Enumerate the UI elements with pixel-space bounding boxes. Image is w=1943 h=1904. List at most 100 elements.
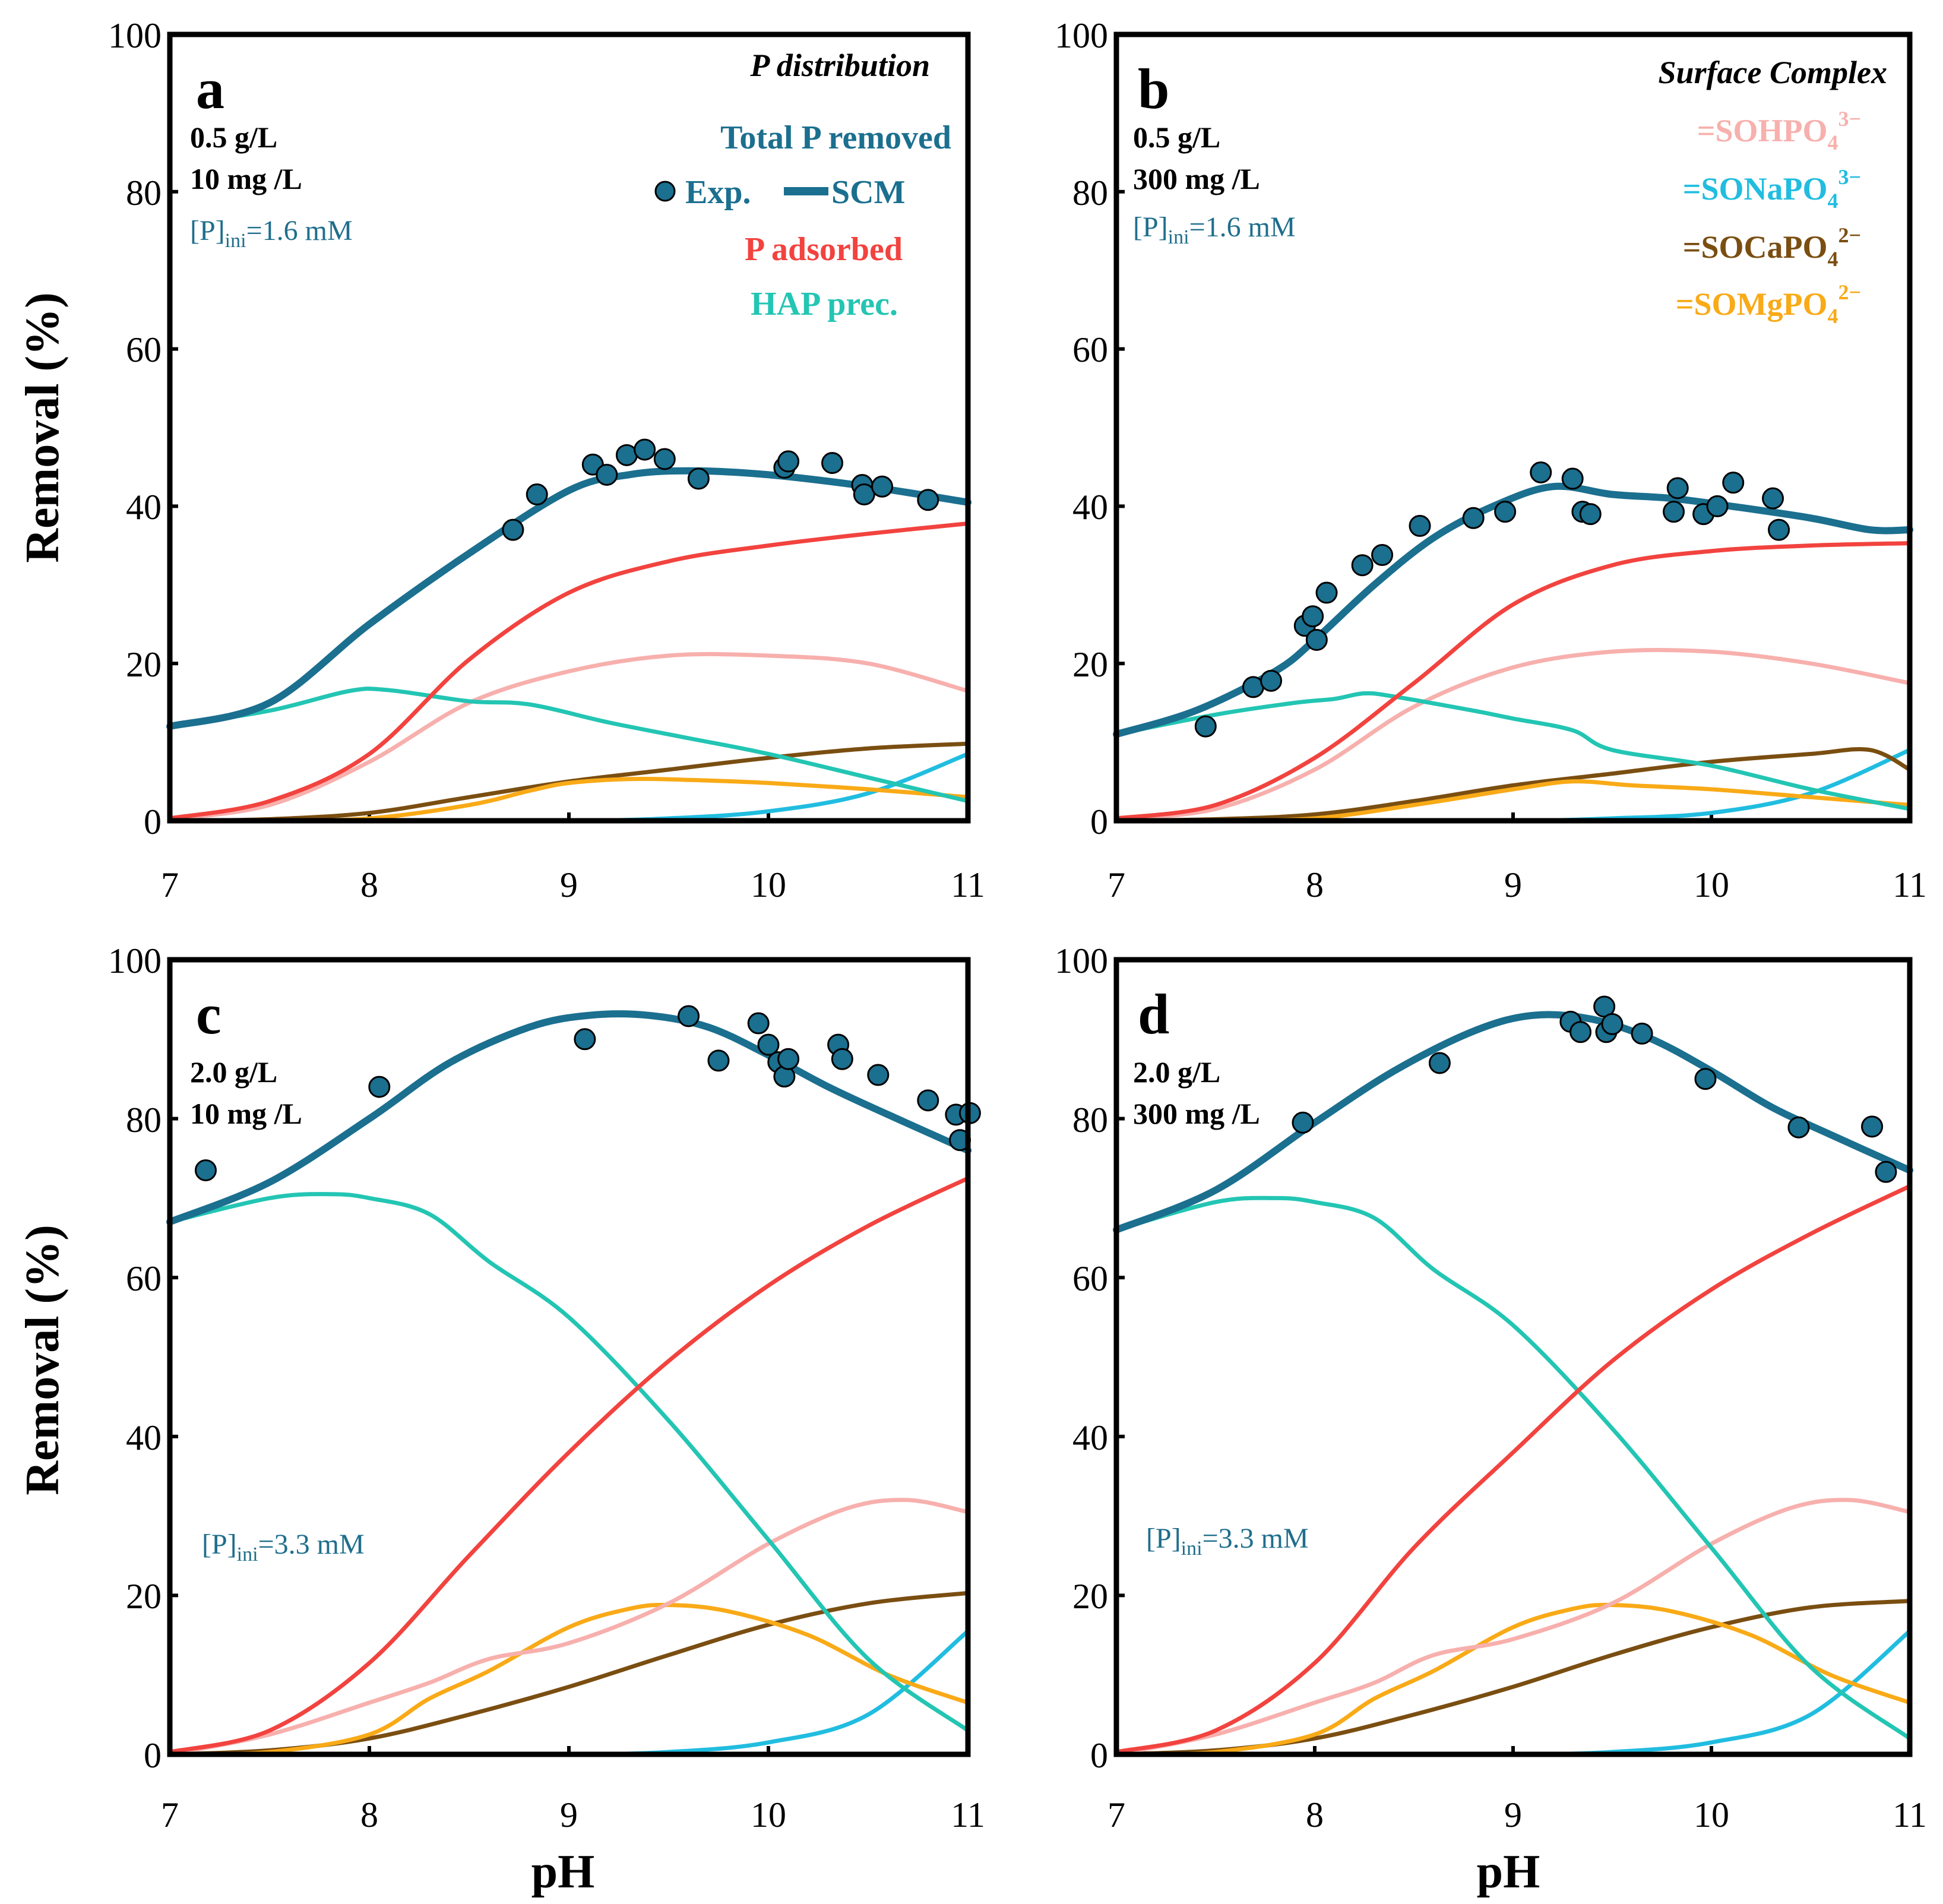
panel-a-dose: 0.5 g/L [190, 121, 277, 154]
exp-data-point [1351, 554, 1374, 577]
x-tick-label: 10 [751, 1795, 786, 1835]
panel-d: 100 80 60 40 20 0 7 8 9 10 11 pH d 2.0 g… [1055, 941, 1927, 1898]
y-tick-label: 100 [108, 16, 162, 55]
panel-c-dose: 2.0 g/L [190, 1055, 277, 1089]
series-line-socapo4 [1114, 1599, 1912, 1757]
series-line-adsorbed [1114, 1184, 1912, 1754]
legend-p-adsorbed: P adsorbed [745, 231, 903, 268]
legend-socapo4: =SOCaPO42− [1683, 223, 1861, 271]
panel-a-concentration: 10 mg /L [190, 162, 302, 195]
exp-data-point [1302, 605, 1324, 628]
exp-data-point [1194, 715, 1217, 738]
series-line-sonapo4 [1114, 1629, 1912, 1757]
x-tick-label: 10 [1694, 865, 1729, 904]
exp-data-point [853, 483, 875, 506]
panel-b-frame [1113, 31, 1913, 824]
exp-data-point [526, 483, 548, 506]
panel-b-legend: Surface Complex =SOHPO43− =SONaPO43− =SO… [1659, 55, 1888, 328]
exp-data-point [747, 1012, 770, 1035]
series-line-sohpo4 [1114, 647, 1912, 821]
x-tick-label: 11 [1893, 1795, 1927, 1835]
y-tick-label: 60 [1072, 330, 1108, 369]
exp-data-point [757, 1033, 780, 1056]
exp-data-point [1494, 501, 1517, 523]
panel-a-initial-p: [P]ini=1.6 mM [190, 215, 353, 252]
series-line-hap [1114, 1195, 1912, 1741]
exp-data-point [1663, 501, 1685, 523]
panel-d-y-ticks: 100 80 60 40 20 0 [1055, 941, 1108, 1775]
exp-data-point [678, 1005, 700, 1027]
x-tick-label: 7 [1107, 1795, 1125, 1835]
panel-c-concentration: 10 mg /L [190, 1097, 302, 1130]
x-tick-label: 11 [951, 865, 985, 904]
panel-d-x-axis-label: pH [1477, 1846, 1540, 1898]
series-line-sohpo4 [1114, 1498, 1912, 1757]
exp-data-point [596, 463, 618, 486]
x-tick-label: 9 [560, 1795, 578, 1835]
x-tick-label: 11 [951, 1795, 985, 1835]
exp-data-point [1530, 461, 1552, 483]
exp-data-point [502, 518, 524, 541]
legend-sohpo4: =SOHPO43− [1697, 107, 1861, 154]
series-line-total [1113, 1011, 1913, 1234]
exp-data-point [368, 1076, 391, 1098]
exp-data-point [1722, 472, 1745, 494]
exp-data-point [1260, 669, 1283, 692]
exp-data-point [1371, 543, 1394, 566]
panel-a-letter: a [196, 57, 224, 121]
panel-d-frame [1113, 957, 1913, 1757]
y-tick-label: 20 [1072, 1577, 1108, 1616]
x-tick-label: 9 [560, 865, 578, 904]
panel-a-frame [167, 31, 971, 824]
y-tick-label: 40 [1072, 1418, 1108, 1457]
exp-data-point [1694, 1068, 1717, 1090]
panel-b-x-ticks: 7 8 9 10 11 [1107, 865, 1927, 904]
panel-d-initial-p: [P]ini=3.3 mM [1146, 1523, 1309, 1560]
exp-data-point [871, 475, 894, 498]
exp-data-point [1631, 1022, 1653, 1045]
x-tick-label: 9 [1504, 1795, 1522, 1835]
exp-data-point [777, 450, 800, 473]
x-tick-label: 11 [1893, 865, 1927, 904]
y-tick-label: 100 [1055, 16, 1108, 55]
panel-d-x-ticks: 7 8 9 10 11 [1107, 1795, 1927, 1835]
exp-data-point [1666, 477, 1689, 499]
y-tick-label: 80 [126, 1100, 162, 1140]
series-line-sohpo4 [167, 1498, 970, 1757]
exp-data-point [1861, 1115, 1884, 1138]
y-tick-label: 80 [1072, 173, 1108, 213]
y-tick-label: 100 [108, 941, 162, 981]
exp-data-point [831, 1048, 853, 1070]
x-tick-label: 10 [1694, 1795, 1729, 1835]
y-tick-label: 20 [126, 1577, 162, 1616]
y-tick-label: 20 [1072, 645, 1108, 684]
legend-sonapo4: =SONaPO43− [1683, 165, 1861, 213]
panel-a-y-ticks: 100 80 60 40 20 0 [108, 16, 162, 842]
x-tick-label: 10 [751, 865, 786, 904]
panel-b-concentration: 300 mg /L [1133, 162, 1260, 195]
series-line-adsorbed [167, 521, 970, 821]
legend-title: Surface Complex [1659, 55, 1888, 90]
exp-data-point [574, 1028, 596, 1051]
exp-data-point [1292, 1111, 1314, 1134]
y-tick-label: 60 [126, 1259, 162, 1298]
exp-data-point [1428, 1052, 1451, 1074]
exp-data-point [917, 489, 939, 511]
series-line-hap [167, 687, 970, 804]
panel-c-y-ticks: 100 80 60 40 20 0 [108, 941, 162, 1775]
y-tick-label: 0 [1090, 1736, 1108, 1775]
series-line-hap [1114, 691, 1912, 811]
panel-b-y-ticks: 100 80 60 40 20 0 [1055, 16, 1108, 842]
y-tick-label: 80 [126, 173, 162, 213]
exp-data-point [1561, 467, 1584, 490]
exp-data-point [687, 467, 710, 490]
series-line-adsorbed [167, 1176, 970, 1754]
panel-a-y-axis-label: Removal (%) [17, 292, 69, 562]
legend-scm-label: SCM [831, 174, 905, 211]
y-tick-label: 40 [1072, 488, 1108, 527]
panel-c-plot-area [166, 958, 981, 1757]
panel-c-x-axis-label: pH [531, 1846, 595, 1898]
exp-data-point [194, 1159, 217, 1182]
x-tick-label: 9 [1504, 865, 1522, 904]
